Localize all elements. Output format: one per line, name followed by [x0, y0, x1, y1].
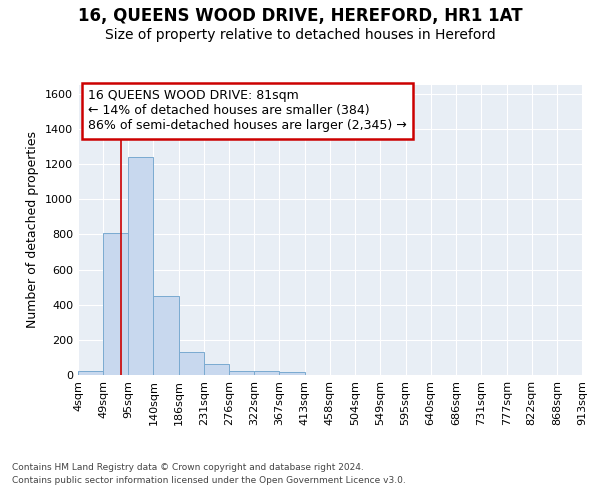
Bar — [179, 352, 204, 375]
Y-axis label: Number of detached properties: Number of detached properties — [26, 132, 40, 328]
Text: 16 QUEENS WOOD DRIVE: 81sqm
← 14% of detached houses are smaller (384)
86% of se: 16 QUEENS WOOD DRIVE: 81sqm ← 14% of det… — [88, 90, 407, 132]
Text: Size of property relative to detached houses in Hereford: Size of property relative to detached ho… — [104, 28, 496, 42]
Bar — [204, 364, 229, 375]
Bar — [128, 157, 154, 375]
Bar — [103, 232, 128, 375]
Bar — [78, 370, 103, 375]
Text: 16, QUEENS WOOD DRIVE, HEREFORD, HR1 1AT: 16, QUEENS WOOD DRIVE, HEREFORD, HR1 1AT — [77, 8, 523, 26]
Bar — [229, 370, 254, 375]
Bar — [254, 372, 279, 375]
Bar — [154, 296, 179, 375]
Text: Contains public sector information licensed under the Open Government Licence v3: Contains public sector information licen… — [12, 476, 406, 485]
Bar — [279, 372, 305, 375]
Text: Contains HM Land Registry data © Crown copyright and database right 2024.: Contains HM Land Registry data © Crown c… — [12, 464, 364, 472]
